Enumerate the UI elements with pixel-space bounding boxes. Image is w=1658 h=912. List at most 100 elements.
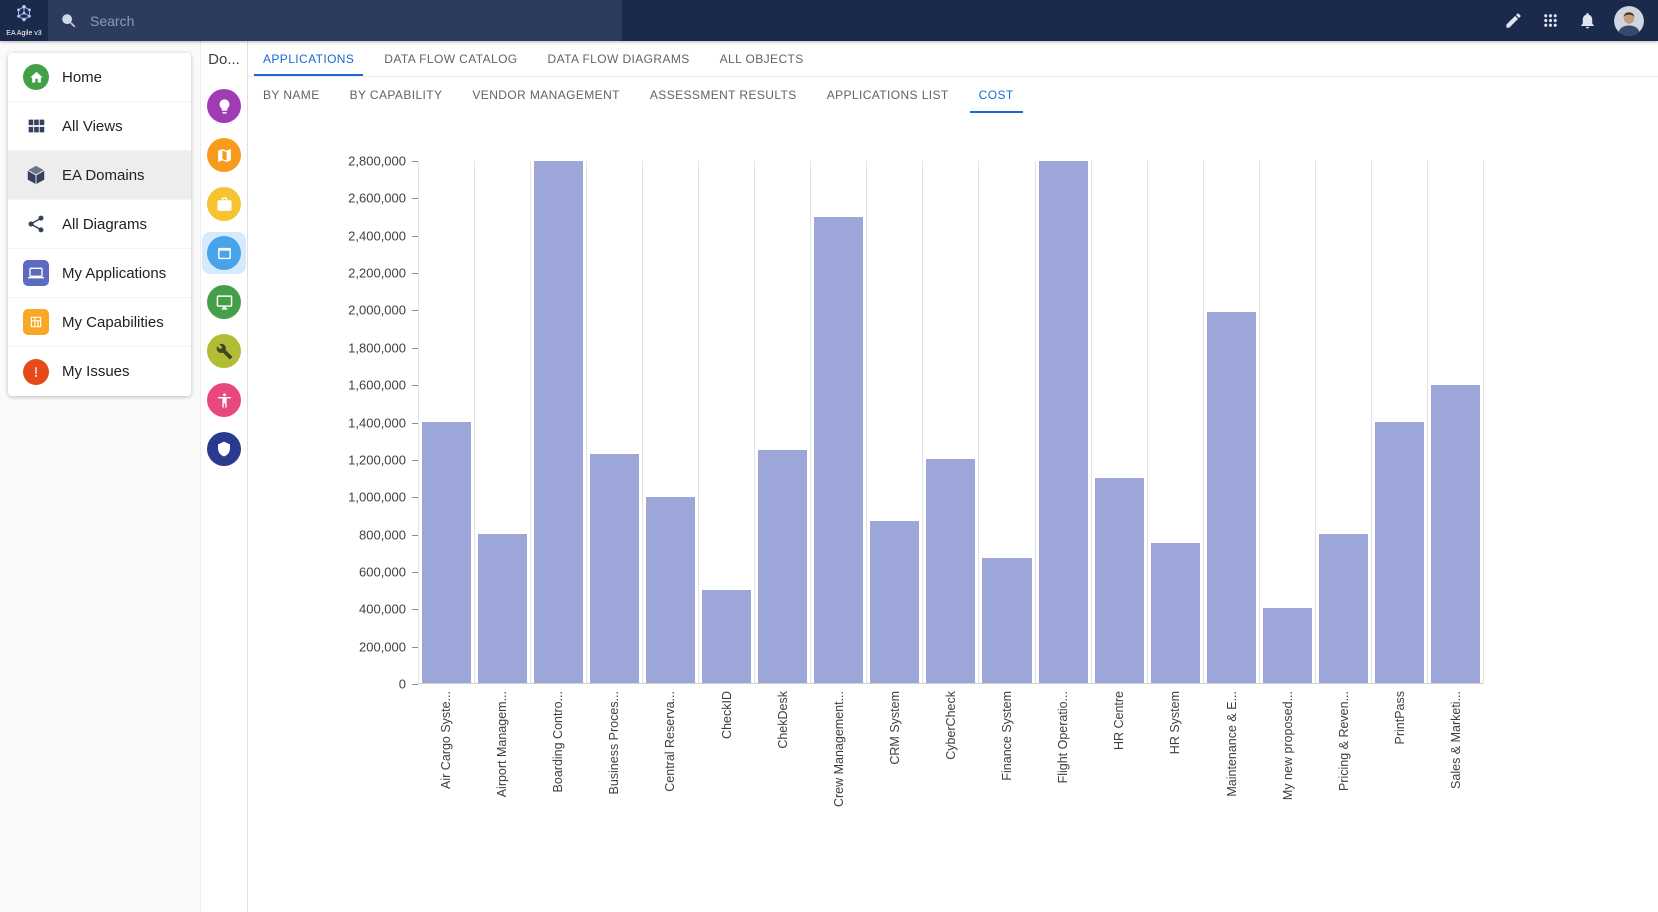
rail-item-technology[interactable] <box>202 281 246 323</box>
tab-cost[interactable]: COST <box>964 77 1029 113</box>
chart-bar[interactable] <box>926 459 976 683</box>
y-axis-tick <box>412 273 418 275</box>
rail-item-business[interactable] <box>202 183 246 225</box>
rail-item-security[interactable] <box>202 428 246 470</box>
y-axis-tick <box>412 609 418 611</box>
y-axis-label: 400,000 <box>359 601 406 617</box>
domain-rail-items <box>202 85 246 477</box>
sidebar-item-ea-domains[interactable]: EA Domains <box>8 151 191 200</box>
tab-by-name[interactable]: BY NAME <box>263 88 320 102</box>
capability-grid-icon <box>23 309 49 335</box>
rail-item-locations[interactable] <box>202 134 246 176</box>
y-axis-label: 1,200,000 <box>348 452 406 468</box>
sidebar-item-my-applications[interactable]: My Applications <box>8 249 191 298</box>
chart-bar[interactable] <box>870 520 920 683</box>
tab-data-flow-diagrams[interactable]: DATA FLOW DIAGRAMS <box>547 51 690 66</box>
domain-rail-title: Do... <box>208 50 240 68</box>
chart-bar[interactable] <box>1318 533 1368 683</box>
chart-bar[interactable] <box>1262 608 1312 683</box>
y-axis-label: 0 <box>398 676 406 692</box>
chart-column <box>1426 161 1483 683</box>
sidebar-item-label: My Issues <box>62 363 130 380</box>
x-axis: Air Cargo Syste... Airport Managem... Boar… <box>418 684 1484 839</box>
laptop-icon <box>23 260 49 286</box>
chart-column <box>866 161 922 683</box>
lightbulb-icon <box>207 89 241 123</box>
chart-column <box>810 161 866 683</box>
view-tabs: BY NAME BY CAPABILITY VENDOR MANAGEMENT … <box>248 77 1658 113</box>
chart-column <box>586 161 642 683</box>
y-axis-tick <box>412 198 418 200</box>
app-window-icon <box>207 236 241 270</box>
chart-bar[interactable] <box>758 449 808 683</box>
x-axis-label: Finance System <box>1000 691 1015 781</box>
y-axis-tick <box>412 497 418 499</box>
map-icon <box>207 138 241 172</box>
chart-column <box>642 161 698 683</box>
chart-bar[interactable] <box>1150 543 1200 683</box>
tab-all-objects[interactable]: ALL OBJECTS <box>719 51 804 66</box>
sidebar-item-my-capabilities[interactable]: My Capabilities <box>8 298 191 347</box>
chart-bar[interactable] <box>646 496 696 683</box>
search-input[interactable] <box>90 12 610 29</box>
rail-item-services[interactable] <box>202 330 246 372</box>
user-avatar[interactable] <box>1614 5 1644 36</box>
chart-bar[interactable] <box>982 558 1032 683</box>
tab-applications-list[interactable]: APPLICATIONS LIST <box>826 88 949 102</box>
chart-bar[interactable] <box>1038 161 1088 683</box>
sidebar-item-label: All Diagrams <box>62 215 148 233</box>
notifications-button[interactable] <box>1573 7 1601 35</box>
rail-item-strategy[interactable] <box>202 85 246 127</box>
chart-bar[interactable] <box>1206 312 1256 683</box>
chart-bar[interactable] <box>534 161 584 683</box>
person-icon <box>207 383 241 417</box>
chart-bar[interactable] <box>1094 477 1144 683</box>
y-axis-tick <box>412 459 418 461</box>
chart-bar[interactable] <box>1430 384 1480 683</box>
sidebar-item-all-diagrams[interactable]: All Diagrams <box>8 200 191 249</box>
edit-button[interactable] <box>1499 7 1527 35</box>
y-axis-label: 800,000 <box>359 527 406 543</box>
x-axis-label: PrintPass <box>1392 691 1407 745</box>
chart-bar[interactable] <box>1374 422 1424 683</box>
tab-by-capability[interactable]: BY CAPABILITY <box>349 88 443 102</box>
chart-bar[interactable] <box>814 216 864 683</box>
y-axis-tick <box>412 347 418 349</box>
y-axis-label: 2,000,000 <box>348 302 406 318</box>
chart-column <box>1370 161 1427 683</box>
main-content: APPLICATIONS DATA FLOW CATALOG DATA FLOW… <box>248 41 1658 912</box>
apps-grid-button[interactable] <box>1536 7 1564 35</box>
y-axis-label: 1,800,000 <box>348 340 406 356</box>
chart-column <box>922 161 978 683</box>
chart-bar[interactable] <box>422 422 472 683</box>
app-logo[interactable]: EA Agile v3 <box>0 0 48 41</box>
rail-item-applications[interactable] <box>202 232 246 274</box>
y-axis-label: 1,400,000 <box>348 415 406 430</box>
top-app-bar: EA Agile v3 <box>0 0 1658 41</box>
sidebar-item-my-issues[interactable]: My Issues <box>8 347 191 396</box>
chart-bar[interactable] <box>478 533 528 683</box>
sidebar-item-home[interactable]: Home <box>8 53 191 102</box>
chart-column <box>1258 161 1315 683</box>
chart-column <box>474 161 530 683</box>
x-axis-label: Boarding Contro... <box>551 691 566 793</box>
tab-data-flow-catalog[interactable]: DATA FLOW CATALOG <box>384 51 518 66</box>
tab-vendor-management[interactable]: VENDOR MANAGEMENT <box>472 88 620 102</box>
chart-bar[interactable] <box>590 453 640 683</box>
x-axis-label: Crew Management... <box>831 691 846 808</box>
rail-item-people[interactable] <box>202 379 246 421</box>
x-axis-label: Air Cargo Syste... <box>439 691 454 789</box>
search-bar[interactable] <box>48 0 622 41</box>
shield-icon <box>207 432 241 466</box>
tab-assessment-results[interactable]: ASSESSMENT RESULTS <box>649 88 797 102</box>
x-axis-label: My new proposed... <box>1280 691 1295 801</box>
left-region: Home All Views EA Domains <box>0 41 200 912</box>
chart-bar[interactable] <box>702 589 752 683</box>
chart-column <box>698 161 754 683</box>
sidebar-item-all-views[interactable]: All Views <box>8 102 191 151</box>
tab-applications[interactable]: APPLICATIONS <box>248 41 369 76</box>
y-axis-tick <box>412 571 418 573</box>
y-axis-label: 2,800,000 <box>348 153 406 169</box>
x-axis-label: HR Centre <box>1112 691 1127 751</box>
x-axis-label: Maintenance & E... <box>1224 691 1239 797</box>
